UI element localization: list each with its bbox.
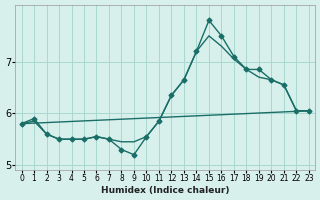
X-axis label: Humidex (Indice chaleur): Humidex (Indice chaleur): [101, 186, 229, 195]
